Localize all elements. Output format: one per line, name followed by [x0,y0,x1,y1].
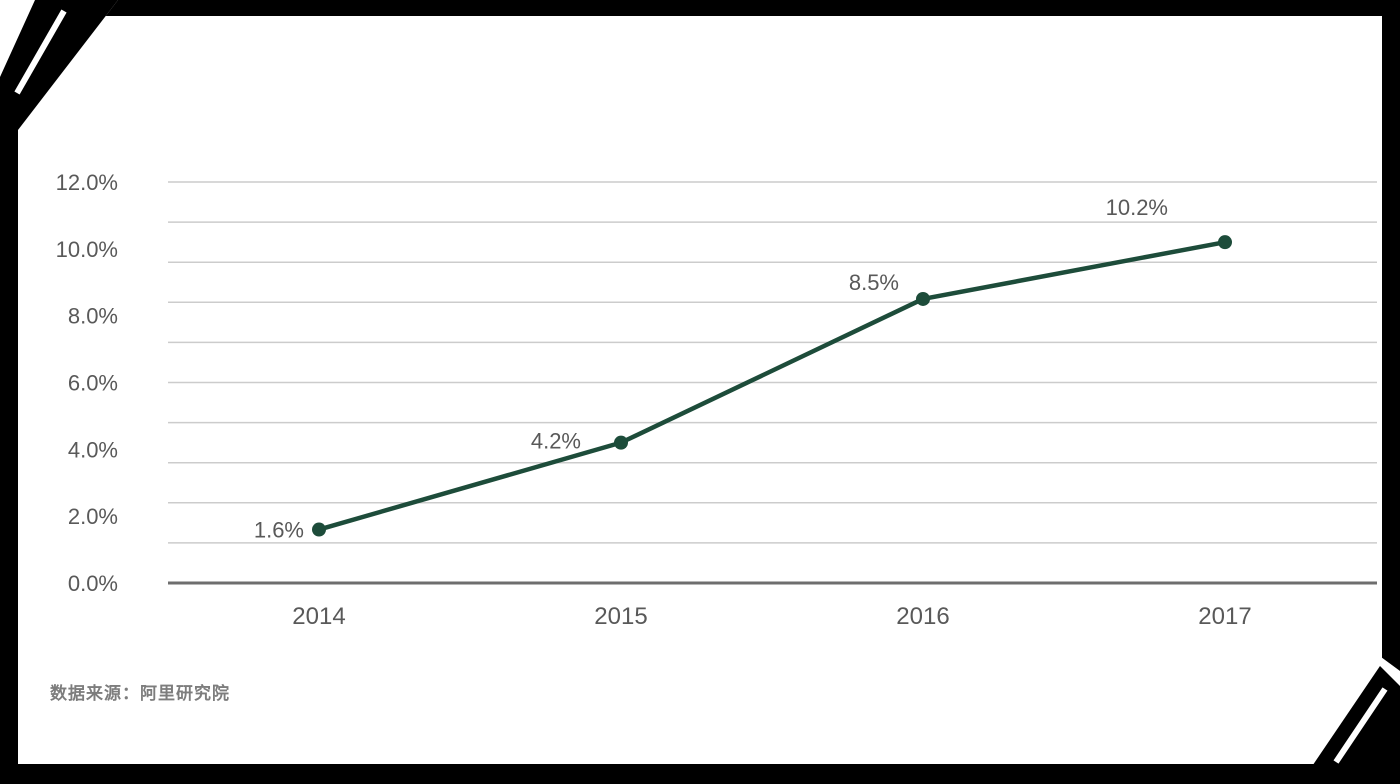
x-tick-label: 2017 [1198,603,1251,630]
y-tick-label: 2.0% [68,504,118,529]
x-tick-label: 2016 [896,603,949,630]
series-line [318,239,1226,532]
x-tick-label: 2015 [594,603,647,630]
data-point [1218,235,1232,250]
y-tick-label: 8.0% [68,304,118,329]
y-tick-label: 12.0% [56,170,118,195]
y-tick-label: 6.0% [68,371,118,396]
data-point [916,291,930,306]
data-label: 10.2% [1106,195,1168,220]
data-point [312,522,326,537]
x-tick-label: 2014 [292,603,345,630]
y-tick-label: 4.0% [68,437,118,462]
data-point [614,435,628,450]
source-note: 数据来源：阿里研究院 [50,684,230,703]
y-tick-label: 0.0% [68,571,118,596]
data-label: 8.5% [849,270,899,295]
data-label: 1.6% [254,518,304,543]
y-tick-label: 10.0% [56,237,118,262]
data-label: 4.2% [531,429,581,454]
